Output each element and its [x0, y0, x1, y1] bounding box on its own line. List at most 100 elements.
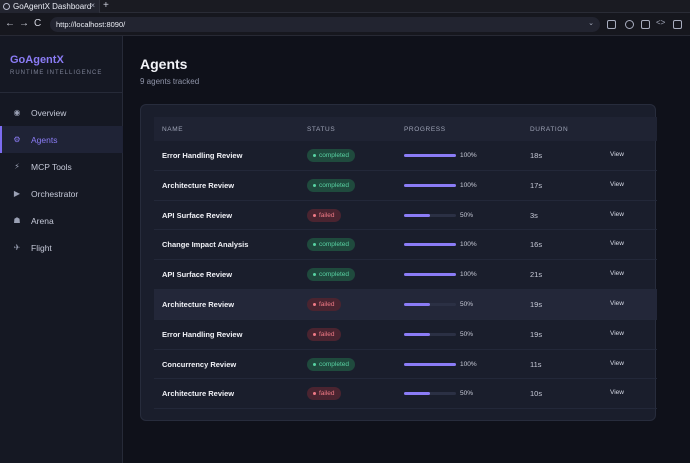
- status-label: completed: [319, 152, 349, 159]
- view-button[interactable]: View: [610, 359, 624, 367]
- url-dropdown-icon[interactable]: ⌄: [588, 20, 594, 27]
- sidebar-item-label: Agents: [31, 134, 58, 145]
- window-icon[interactable]: [673, 20, 682, 29]
- sidebar-item-agents[interactable]: ⚙ Agents: [0, 126, 123, 153]
- tab-favicon-icon: [3, 3, 10, 10]
- sidebar-toggle-icon[interactable]: [641, 20, 650, 29]
- sidebar-item-orchestrator[interactable]: ▶ Orchestrator: [0, 180, 123, 207]
- forward-button[interactable]: →: [19, 18, 29, 29]
- status-dot-icon: [313, 392, 316, 396]
- progress-bar: [404, 362, 456, 366]
- view-button[interactable]: View: [610, 210, 624, 218]
- progress-bar-fill: [404, 154, 456, 157]
- back-button[interactable]: ←: [5, 18, 15, 29]
- table-header: NAME STATUS PROGRESS DURATION: [154, 117, 657, 141]
- duration: 17s: [530, 180, 543, 190]
- sidebar-item-flight[interactable]: ✈ Flight: [0, 234, 123, 261]
- progress-bar: [404, 243, 456, 247]
- column-header-name: NAME: [162, 126, 184, 133]
- reload-button[interactable]: C: [34, 18, 42, 29]
- view-button[interactable]: View: [610, 180, 624, 188]
- status-badge: completed: [307, 178, 355, 192]
- agent-name: Architecture Review: [162, 180, 235, 190]
- status-dot-icon: [313, 154, 316, 157]
- url-bar[interactable]: http://localhost:8090/ ⌄: [50, 17, 600, 32]
- table-body: Error Handling Review completed 100% 18s Vie…: [154, 141, 657, 410]
- duration: 16s: [530, 240, 543, 250]
- devtools-icon[interactable]: <>: [656, 18, 666, 27]
- status-label: completed: [319, 360, 349, 368]
- view-button[interactable]: View: [610, 240, 624, 248]
- view-button[interactable]: View: [610, 151, 624, 158]
- new-tab-button[interactable]: +: [103, 0, 109, 11]
- table-row[interactable]: Error Handling Review failed 50% 19s View: [154, 320, 657, 350]
- status-badge: failed: [307, 208, 341, 222]
- progress-percent: 100%: [460, 360, 477, 368]
- sidebar-item-arena[interactable]: ☗ Arena: [0, 207, 123, 234]
- progress-bar: [404, 332, 456, 336]
- view-button[interactable]: View: [610, 270, 624, 278]
- status-badge: completed: [307, 149, 355, 162]
- status-badge: completed: [307, 268, 355, 282]
- agent-name: Error Handling Review: [162, 151, 243, 160]
- browser-tab[interactable]: GoAgentX Dashboard ×: [0, 0, 100, 13]
- view-button[interactable]: View: [610, 389, 624, 397]
- view-button[interactable]: View: [610, 299, 624, 307]
- table-row[interactable]: Architecture Review completed 100% 17s View: [154, 171, 657, 201]
- progress-percent: 100%: [460, 271, 477, 279]
- progress-bar-fill: [404, 392, 430, 396]
- table-row[interactable]: Concurrency Review completed 100% 11s View: [154, 350, 657, 380]
- progress-bar-fill: [404, 302, 430, 306]
- progress-percent: 50%: [460, 390, 474, 398]
- progress-percent: 100%: [460, 241, 477, 249]
- browser-tab-bar: GoAgentX Dashboard × +: [0, 0, 690, 13]
- column-header-status: STATUS: [307, 126, 336, 133]
- table-row[interactable]: API Surface Review completed 100% 21s View: [154, 260, 657, 290]
- url-text: http://localhost:8090/: [56, 20, 126, 29]
- tab-close-icon[interactable]: ×: [90, 1, 95, 10]
- status-label: failed: [319, 330, 335, 338]
- status-dot-icon: [313, 273, 316, 277]
- agents-table-card: NAME STATUS PROGRESS DURATION Error Hand…: [140, 104, 657, 421]
- progress-bar: [404, 154, 456, 157]
- sidebar-item-label: Overview: [31, 107, 67, 118]
- overview-icon: ◉: [13, 108, 21, 117]
- sidebar-item-label: Orchestrator: [31, 188, 79, 199]
- progress-bar: [404, 273, 456, 277]
- agents-icon: ⚙: [13, 135, 21, 144]
- sidebar-item-overview[interactable]: ◉ Overview: [0, 99, 123, 126]
- table-row[interactable]: Error Handling Review completed 100% 18s Vie…: [154, 141, 657, 171]
- table-row[interactable]: Architecture Review failed 50% 10s View: [154, 379, 657, 410]
- view-button[interactable]: View: [610, 329, 624, 337]
- progress-bar: [404, 183, 456, 187]
- progress-percent: 100%: [460, 152, 477, 159]
- progress-percent: 50%: [460, 300, 474, 308]
- app-sidebar: GoAgentX RUNTIME INTELLIGENCE ◉ Overview…: [0, 36, 123, 463]
- lightning-icon: ⚡: [14, 162, 20, 171]
- status-label: completed: [319, 181, 349, 189]
- status-badge: failed: [307, 297, 341, 311]
- table-row[interactable]: Architecture Review failed 50% 19s View: [154, 289, 657, 320]
- table-row[interactable]: Change Impact Analysis completed 100% 16s Vi…: [154, 230, 657, 261]
- status-badge: completed: [307, 357, 355, 371]
- duration: 11s: [530, 359, 542, 369]
- status-label: completed: [319, 241, 349, 249]
- agent-name: Architecture Review: [162, 389, 235, 399]
- status-label: completed: [319, 271, 349, 279]
- status-dot-icon: [313, 302, 316, 306]
- page-subtitle: 9 agents tracked: [140, 77, 200, 86]
- extension-icon[interactable]: [607, 20, 616, 29]
- status-dot-icon: [313, 213, 316, 217]
- status-badge: completed: [307, 238, 355, 252]
- table-row[interactable]: API Surface Review failed 50% 3s View: [154, 201, 657, 231]
- sidebar-item-mcp-tools[interactable]: ⚡ MCP Tools: [0, 153, 123, 180]
- browser-toolbar: ← → C http://localhost:8090/ ⌄ <>: [0, 13, 690, 36]
- duration: 19s: [530, 299, 543, 309]
- play-icon: ▶: [13, 189, 21, 198]
- status-dot-icon: [313, 362, 316, 366]
- download-icon[interactable]: [625, 20, 634, 29]
- progress-percent: 50%: [460, 211, 474, 219]
- column-header-duration: DURATION: [530, 126, 569, 133]
- brand-logo: GoAgentX: [10, 54, 64, 66]
- sidebar-divider: [0, 92, 123, 93]
